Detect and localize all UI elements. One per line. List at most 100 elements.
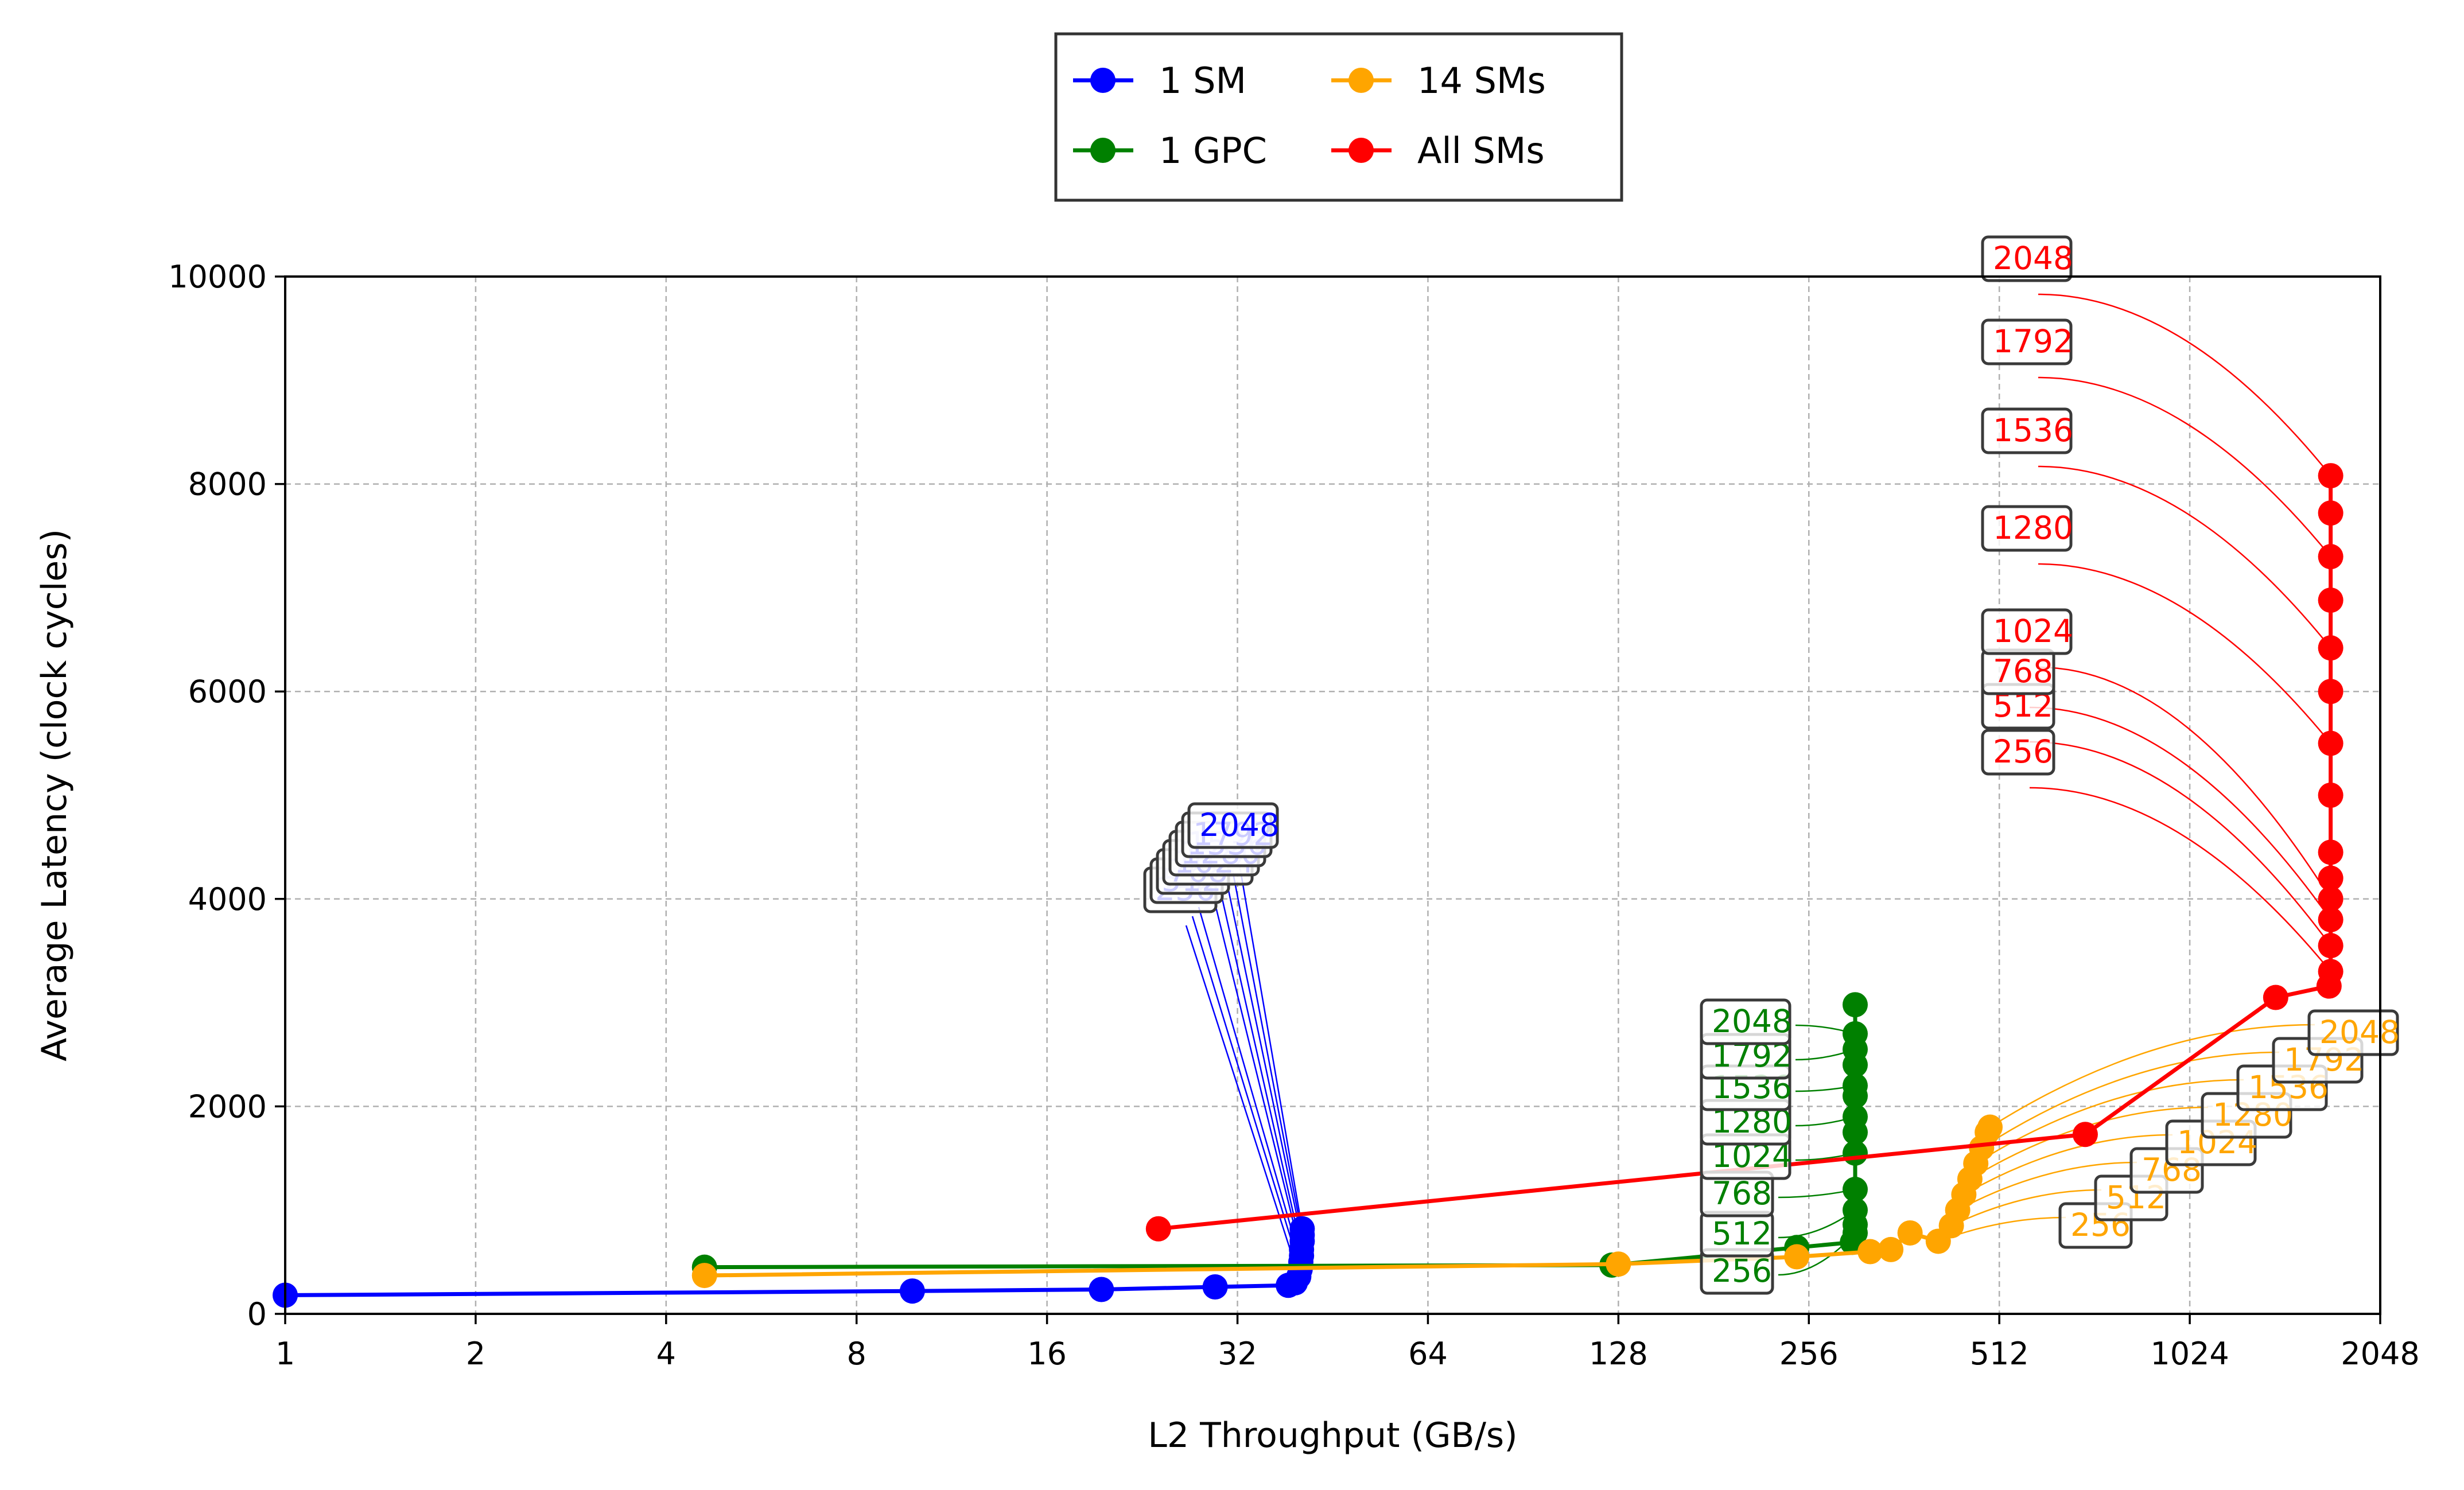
annotation-connector	[1981, 1051, 2280, 1149]
annotation-label: 1536	[1981, 407, 2073, 454]
annotation-label: 768	[1981, 648, 2055, 695]
annotation-text: 2048	[1993, 240, 2073, 277]
annotation-connector	[1231, 870, 1303, 1235]
annotation-text: 1280	[1993, 509, 2073, 546]
x-tick-label: 256	[1779, 1336, 1839, 1372]
annotation-connector	[1963, 1134, 2173, 1196]
annotation-box	[1981, 235, 2073, 282]
data-point	[2318, 959, 2343, 985]
series-all-sms	[1145, 463, 2343, 1242]
annotation-text: 2048	[1199, 807, 1280, 843]
legend-item: 1 GPC	[1073, 130, 1267, 172]
annotation-connector	[1185, 925, 1300, 1277]
annotation-label: 1024	[1981, 608, 2073, 655]
legend-marker	[1348, 138, 1374, 163]
data-point	[2318, 500, 2343, 526]
data-point	[1897, 1220, 1923, 1246]
data-point	[2318, 679, 2343, 705]
annotation-text: 1792	[1993, 323, 2073, 360]
data-point	[1842, 992, 1868, 1018]
data-point	[1202, 1274, 1228, 1300]
legend-box	[1054, 32, 1623, 202]
annotation-connector	[2029, 787, 2331, 972]
x-tick-label: 32	[1218, 1336, 1257, 1372]
data-point	[2318, 635, 2343, 661]
legend-label: 1 GPC	[1159, 130, 1267, 172]
annotation-connector	[2038, 563, 2331, 744]
data-point	[2318, 907, 2343, 932]
x-tick-label: 1024	[2150, 1336, 2229, 1372]
legend-label: All SMs	[1417, 130, 1545, 172]
x-tick-label: 128	[1589, 1336, 1648, 1372]
y-tick-label: 8000	[188, 466, 267, 503]
data-point	[1842, 1177, 1868, 1203]
annotation-label: 256	[1981, 729, 2055, 776]
y-tick-label: 10000	[168, 259, 267, 295]
annotation-text: 2048	[2319, 1014, 2400, 1051]
annotation-connector	[1225, 879, 1303, 1242]
annotation-text: 2048	[1712, 1003, 1792, 1040]
data-point	[1089, 1277, 1114, 1302]
legend-item: All SMs	[1331, 130, 1545, 172]
data-point	[1842, 1073, 1868, 1099]
legend-item: 14 SMs	[1331, 60, 1546, 102]
plot-frame	[284, 275, 2381, 1315]
annotation-label: 2048	[2307, 1009, 2400, 1056]
annotation-text: 768	[1712, 1175, 1772, 1212]
annotation-box	[1981, 729, 2055, 776]
annotation-label: 2048	[1700, 998, 1792, 1045]
annotation-text: 256	[1712, 1252, 1772, 1289]
series-1-sm	[273, 1216, 1315, 1308]
annotation-text: 512	[1712, 1215, 1772, 1252]
data-point	[1857, 1239, 1883, 1265]
annotation-label: 768	[1700, 1170, 1774, 1217]
data-point	[1145, 1216, 1171, 1242]
annotation-box	[1981, 505, 2073, 552]
y-tick-label: 2000	[188, 1088, 267, 1125]
annotation-box	[1187, 802, 1279, 849]
annotation-text: 1024	[1993, 613, 2073, 649]
annotation-label: 256	[1700, 1248, 1774, 1295]
data-point	[2263, 985, 2288, 1010]
data-point	[1289, 1216, 1315, 1242]
annotation-connector	[1951, 1189, 2102, 1227]
y-tick-label: 0	[247, 1296, 267, 1332]
y-axis-title: Average Latency (clock cycles)	[34, 529, 75, 1061]
annotation-box	[1981, 608, 2073, 655]
annotation-connector	[1212, 897, 1303, 1256]
annotation-connector	[2038, 376, 2331, 557]
annotation-connector	[1219, 888, 1303, 1250]
annotation-label: 512	[1700, 1211, 1774, 1258]
data-point	[2318, 933, 2343, 959]
data-point	[1606, 1251, 1631, 1277]
data-point	[1842, 1104, 1868, 1130]
annotation-connector	[2038, 465, 2331, 649]
annotation-label: 1280	[1981, 505, 2073, 552]
annotation-label: 1792	[1981, 318, 2073, 365]
data-point	[2318, 865, 2343, 891]
annotation-text: 256	[1993, 733, 2053, 770]
series-14-sms	[691, 1114, 2003, 1289]
annotation-labels: 2565127681024128015361792204825651276810…	[1143, 235, 2400, 1295]
legend: 1 SM 1 GPC 14 SMs All SMs	[1054, 32, 1623, 202]
legend-label: 1 SM	[1159, 60, 1246, 102]
legend-label: 14 SMs	[1417, 60, 1546, 102]
legend-marker	[1348, 68, 1374, 93]
annotation-label: 256	[2058, 1202, 2133, 1249]
annotation-connector	[1198, 907, 1302, 1262]
x-tick-label: 1	[275, 1336, 295, 1372]
axes: 1 2 4 8 16 32 64 128 256 512 1024 20480200040006000…	[168, 259, 2420, 1372]
data-point	[2318, 730, 2343, 756]
data-point	[1842, 1197, 1868, 1223]
series-lines	[273, 463, 2343, 1308]
data-point	[2318, 544, 2343, 570]
annotation-connector	[2038, 666, 2331, 900]
annotation-connector	[2029, 706, 2331, 920]
x-tick-label: 4	[656, 1336, 676, 1372]
x-axis-title: L2 Throughput (GB/s)	[1148, 1415, 1517, 1456]
annotation-box	[1981, 318, 2073, 365]
annotation-text: 1536	[1993, 412, 2073, 449]
annotation-connector	[2029, 741, 2331, 946]
data-point	[2318, 886, 2343, 912]
x-tick-label: 16	[1027, 1336, 1067, 1372]
